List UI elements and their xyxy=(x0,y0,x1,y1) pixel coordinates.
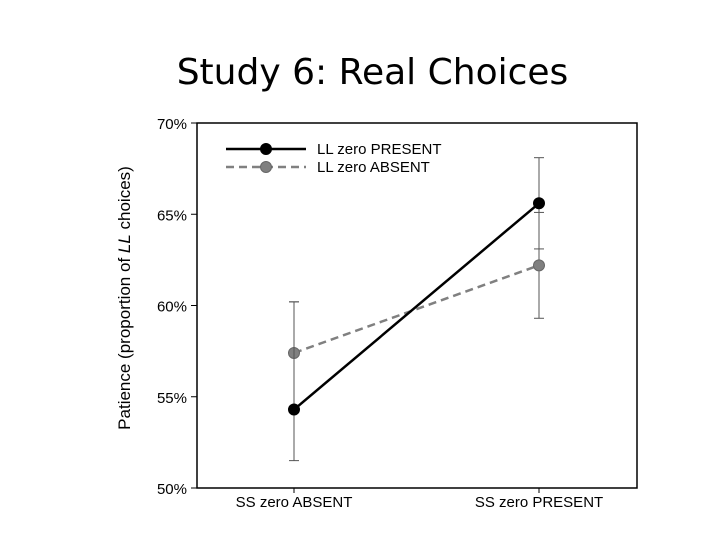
y-tick-label: 65% xyxy=(157,207,187,224)
data-point xyxy=(288,403,300,416)
x-tick-label: SS zero ABSENT xyxy=(236,494,353,511)
series-0 xyxy=(288,157,545,462)
y-tick-label: 55% xyxy=(157,390,187,407)
x-tick-label: SS zero PRESENT xyxy=(475,494,603,511)
series-line xyxy=(293,264,540,355)
y-axis-label: Patience (proportion of LL choices) xyxy=(115,166,134,430)
legend-label: LL zero PRESENT xyxy=(317,141,442,158)
data-point xyxy=(533,259,545,272)
series-layer xyxy=(288,157,545,462)
series-1 xyxy=(288,211,545,411)
y-tick-label: 50% xyxy=(157,481,187,498)
y-tick-label: 60% xyxy=(157,299,187,316)
y-axis-label-part-3: choices) xyxy=(115,166,134,234)
legend-swatch-marker xyxy=(260,143,272,155)
y-axis-label-part-1: Patience (proportion of xyxy=(115,253,134,430)
legend-label: LL zero ABSENT xyxy=(317,159,430,176)
legend-swatch-marker xyxy=(260,161,272,173)
x-axis: SS zero ABSENT SS zero PRESENT xyxy=(236,488,603,511)
y-axis-label-part-2: LL xyxy=(115,234,134,253)
slide-title: Study 6: Real Choices xyxy=(176,52,569,93)
y-axis: 50% 55% 60% 65% 70% xyxy=(157,116,197,498)
data-point xyxy=(533,197,545,210)
series-line xyxy=(293,202,540,411)
y-tick-label: 70% xyxy=(157,116,187,133)
